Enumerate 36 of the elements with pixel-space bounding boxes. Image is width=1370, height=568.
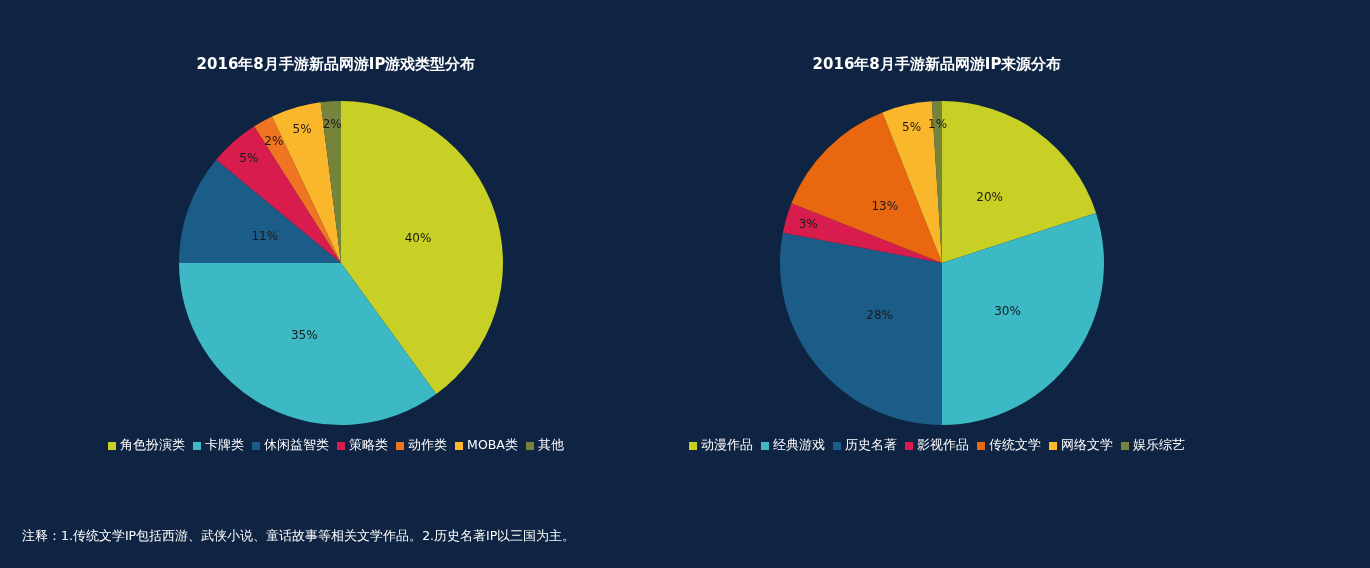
legend-label: 娱乐综艺 xyxy=(1132,437,1185,454)
legend-label: 动漫作品 xyxy=(700,437,753,454)
data-label: 5% xyxy=(902,120,922,135)
pie-slice xyxy=(179,263,437,425)
legend-label: 角色扮演类 xyxy=(119,437,186,454)
data-label: 40% xyxy=(404,230,432,245)
legend-label: 策略类 xyxy=(348,437,389,454)
data-label: 2% xyxy=(264,133,284,148)
text: 注释：1.传统文学IP包括西游、武侠小说、童话故事等相关文学作品。2.历史名著IP以三国为主。 xyxy=(22,528,576,545)
data-label: 11% xyxy=(251,228,279,243)
legend-label: 卡牌类 xyxy=(204,437,245,454)
data-label: 30% xyxy=(994,303,1021,318)
data-label: 2% xyxy=(322,116,342,131)
pie-slice xyxy=(216,126,341,263)
data-label: 3% xyxy=(798,217,818,232)
data-label: 13% xyxy=(871,198,899,213)
chart-title: 2016年8月手游新品网游IP游戏类型分布 xyxy=(195,55,477,74)
pie-slice xyxy=(782,203,942,263)
legend-label: 休闲益智类 xyxy=(263,437,330,454)
legend-label: 影视作品 xyxy=(916,437,969,454)
pie-slice xyxy=(780,232,942,425)
legend-label: 经典游戏 xyxy=(772,437,825,454)
data-label: 28% xyxy=(866,307,893,322)
pie-slice xyxy=(942,212,1104,425)
legend-label: 其他 xyxy=(536,437,564,454)
legend-label: 动作类 xyxy=(407,437,448,454)
pie-slice xyxy=(341,101,503,395)
legend-label: 传统文学 xyxy=(988,437,1041,454)
data-label: 5% xyxy=(292,122,312,137)
data-label: 35% xyxy=(290,328,318,343)
data-label: 5% xyxy=(239,151,259,166)
data-label: 20% xyxy=(976,190,1003,205)
chart-title: 2016年8月手游新品网游IP来源分布 xyxy=(811,55,1063,74)
legend-label: 网络文学 xyxy=(1060,437,1113,454)
legend-label: MOBA类 xyxy=(466,437,518,454)
legend-label: 历史名著 xyxy=(844,437,897,454)
